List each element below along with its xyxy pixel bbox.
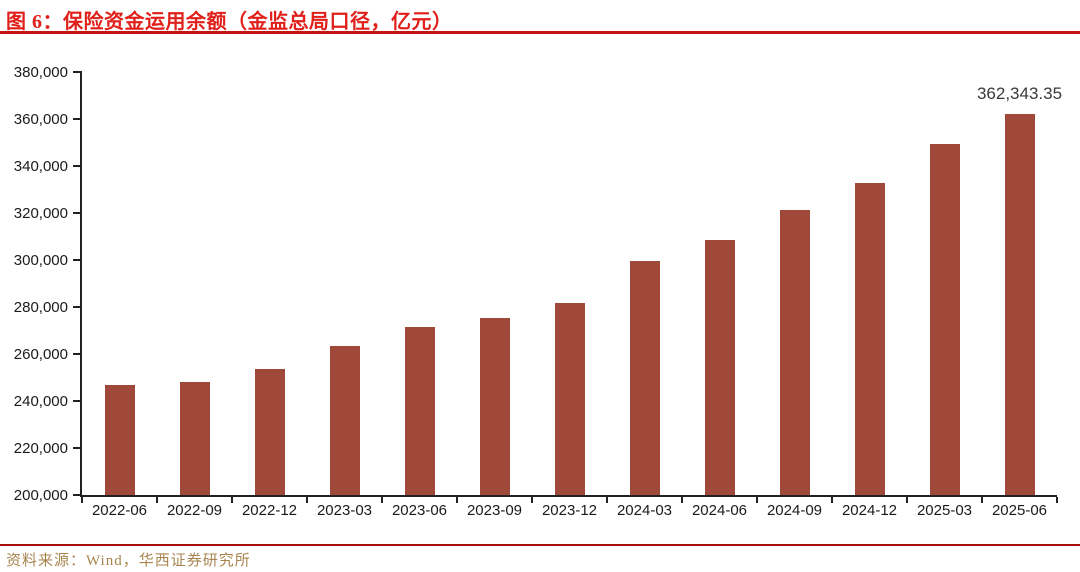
x-axis-tick-label: 2024-09	[766, 502, 823, 519]
x-axis-tick	[681, 497, 683, 503]
x-axis-tick-label: 2023-12	[541, 502, 598, 519]
bar-2024-03	[629, 261, 660, 495]
bar-chart-plot-area: 200,000 220,000 240,000 260,000 280,000 300,0…	[14, 65, 1062, 520]
bar-2025-03	[929, 144, 960, 495]
bar-2024-06	[704, 239, 735, 495]
bar-2024-12	[854, 183, 885, 495]
y-axis-tick-label: 380,000	[13, 63, 68, 81]
y-axis-tick	[73, 71, 82, 73]
y-axis-tick-label: 200,000	[13, 486, 68, 504]
footer-rule	[0, 544, 1080, 546]
x-axis-tick-label: 2025-06	[991, 502, 1048, 519]
x-axis-tick	[156, 497, 158, 503]
y-axis-tick	[73, 400, 82, 402]
x-axis-tick-label: 2024-03	[616, 502, 673, 519]
bar-2023-06	[404, 326, 435, 495]
y-axis-tick-label: 340,000	[13, 157, 68, 175]
x-axis-tick	[831, 497, 833, 503]
y-axis-tick	[73, 447, 82, 449]
bar-2023-12	[554, 303, 585, 495]
x-axis-tick	[606, 497, 608, 503]
figure-title: 图 6：保险资金运用余额（金监总局口径，亿元）	[6, 11, 453, 33]
x-axis-tick-label: 2022-09	[166, 502, 223, 519]
bar-2024-09	[779, 209, 810, 495]
y-axis-tick	[73, 494, 82, 496]
y-axis-tick	[73, 212, 82, 214]
y-axis-tick	[73, 259, 82, 261]
last-bar-value-label: 362,343.35	[976, 84, 1063, 104]
x-axis-tick-label: 2025-03	[916, 502, 973, 519]
source-note: 资料来源：Wind，华西证券研究所	[6, 553, 251, 569]
x-axis-tick	[906, 497, 908, 503]
y-axis-tick-label: 260,000	[13, 345, 68, 363]
x-axis-tick-label: 2022-06	[91, 502, 148, 519]
bar-2022-06	[104, 384, 135, 495]
y-axis-tick-label: 300,000	[13, 251, 68, 269]
y-axis-tick-label: 220,000	[13, 439, 68, 457]
bar-2022-12	[254, 369, 285, 495]
x-axis-tick	[1056, 497, 1058, 503]
y-axis-tick	[73, 118, 82, 120]
x-axis-tick-label: 2024-12	[841, 502, 898, 519]
x-axis-tick	[306, 497, 308, 503]
title-underline-rule	[0, 31, 1080, 34]
bar-2023-09	[479, 318, 510, 495]
y-axis-tick	[73, 353, 82, 355]
x-axis-tick	[456, 497, 458, 503]
x-axis-tick	[81, 497, 83, 503]
x-axis-tick-label: 2023-03	[316, 502, 373, 519]
x-axis-tick-label: 2022-12	[241, 502, 298, 519]
bar-2022-09	[179, 381, 210, 495]
y-axis-tick-label: 320,000	[13, 204, 68, 222]
x-axis-tick	[231, 497, 233, 503]
x-axis-tick	[381, 497, 383, 503]
x-axis-tick-label: 2023-09	[466, 502, 523, 519]
bar-2025-06	[1004, 113, 1035, 495]
y-axis-tick-label: 360,000	[13, 110, 68, 128]
y-axis-tick-label: 280,000	[13, 298, 68, 316]
x-axis-tick-label: 2023-06	[391, 502, 448, 519]
x-axis-tick	[531, 497, 533, 503]
bar-2023-03	[329, 346, 360, 495]
y-axis-tick-label: 240,000	[13, 392, 68, 410]
x-axis-tick	[981, 497, 983, 503]
x-axis-tick	[756, 497, 758, 503]
y-axis-tick	[73, 165, 82, 167]
y-axis-tick	[73, 306, 82, 308]
x-axis-tick-label: 2024-06	[691, 502, 748, 519]
